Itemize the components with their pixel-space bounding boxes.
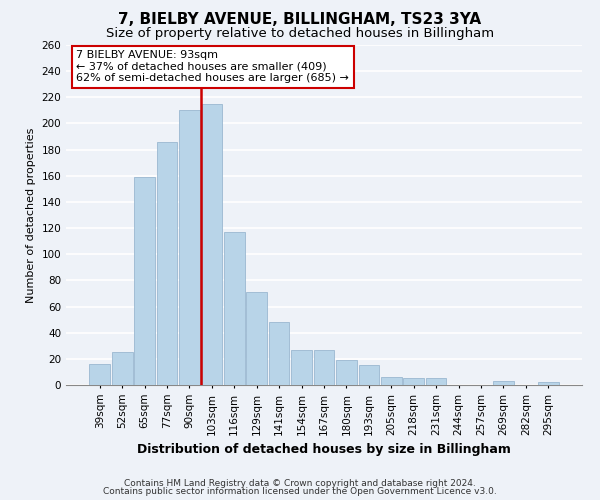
Bar: [134, 177, 155, 385]
Bar: [112, 352, 133, 385]
Bar: [336, 360, 357, 385]
Bar: [224, 232, 245, 385]
X-axis label: Distribution of detached houses by size in Billingham: Distribution of detached houses by size …: [137, 443, 511, 456]
Bar: [359, 366, 379, 385]
Bar: [403, 378, 424, 385]
Bar: [426, 378, 446, 385]
Bar: [269, 322, 289, 385]
Bar: [179, 110, 200, 385]
Text: Contains public sector information licensed under the Open Government Licence v3: Contains public sector information licen…: [103, 487, 497, 496]
Y-axis label: Number of detached properties: Number of detached properties: [26, 128, 36, 302]
Bar: [291, 350, 312, 385]
Bar: [157, 142, 178, 385]
Bar: [89, 364, 110, 385]
Bar: [314, 350, 334, 385]
Bar: [247, 292, 267, 385]
Bar: [202, 104, 222, 385]
Text: Size of property relative to detached houses in Billingham: Size of property relative to detached ho…: [106, 28, 494, 40]
Text: 7 BIELBY AVENUE: 93sqm
← 37% of detached houses are smaller (409)
62% of semi-de: 7 BIELBY AVENUE: 93sqm ← 37% of detached…: [76, 50, 349, 84]
Bar: [381, 377, 401, 385]
Text: 7, BIELBY AVENUE, BILLINGHAM, TS23 3YA: 7, BIELBY AVENUE, BILLINGHAM, TS23 3YA: [118, 12, 482, 28]
Bar: [493, 381, 514, 385]
Text: Contains HM Land Registry data © Crown copyright and database right 2024.: Contains HM Land Registry data © Crown c…: [124, 478, 476, 488]
Bar: [538, 382, 559, 385]
